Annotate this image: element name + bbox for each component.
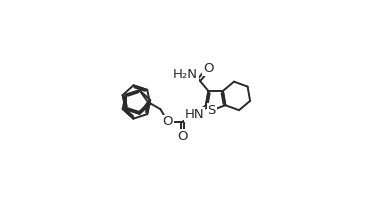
Text: H₂N: H₂N — [173, 68, 198, 81]
Text: O: O — [163, 115, 173, 128]
Text: O: O — [177, 130, 188, 143]
Text: O: O — [203, 62, 214, 75]
Text: S: S — [207, 104, 216, 117]
Text: HN: HN — [185, 108, 205, 121]
